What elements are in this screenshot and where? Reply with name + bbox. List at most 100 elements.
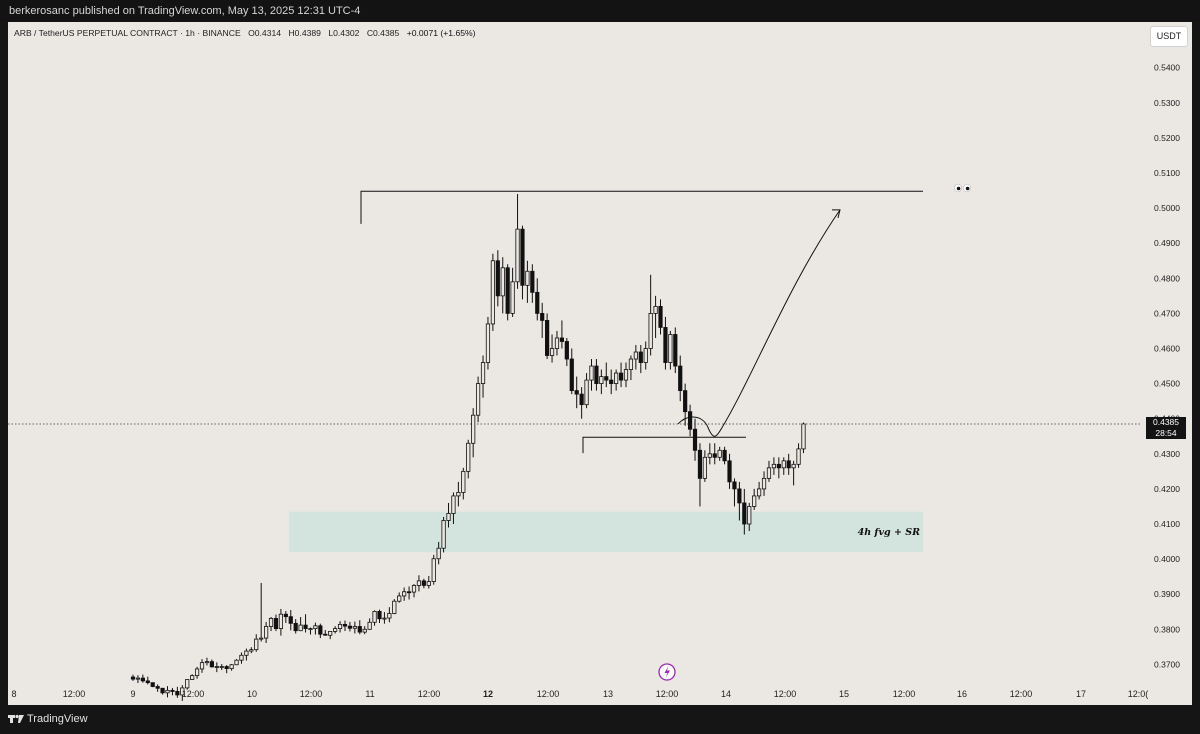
candle — [362, 626, 367, 635]
bullish-candle-body — [268, 618, 274, 627]
candle — [648, 274, 653, 356]
bearish-candle-body — [712, 453, 717, 458]
bullish-candle-body — [475, 383, 481, 416]
price-axis-label: 0.5200 — [1154, 133, 1180, 143]
price-axis-label: 0.4000 — [1154, 554, 1180, 564]
bullish-candle-body — [707, 453, 712, 458]
bearish-candle-body — [786, 460, 791, 469]
bearish-candle-body — [283, 613, 288, 618]
candle — [377, 609, 382, 623]
candle — [214, 662, 219, 673]
candle — [485, 316, 491, 370]
lightning-bolt — [664, 666, 670, 678]
projection-path — [677, 209, 841, 437]
bearish-candle-body — [594, 365, 599, 384]
bullish-candle-body — [135, 677, 141, 680]
price-axis-label: 0.4200 — [1154, 484, 1180, 494]
bullish-candle-body — [766, 467, 772, 479]
candle — [342, 620, 348, 632]
candle — [446, 502, 451, 528]
time-axis-label: 10 — [247, 689, 257, 699]
price-axis-label: 0.4500 — [1154, 379, 1180, 389]
bearish-candle-body — [687, 411, 693, 430]
candle — [264, 621, 269, 643]
candle — [254, 634, 259, 652]
bullish-candle-body — [441, 520, 446, 549]
bearish-candle-body — [150, 682, 155, 687]
candle — [781, 457, 786, 475]
bullish-candle-body — [411, 585, 417, 593]
candle — [416, 575, 422, 592]
candle — [722, 446, 727, 465]
bullish-candle-body — [397, 595, 402, 602]
currency-button[interactable]: USDT — [1150, 26, 1188, 47]
bullish-candle-body — [387, 613, 392, 619]
bullish-candle-body — [771, 463, 777, 469]
candle — [510, 267, 515, 317]
bullish-candle-body — [717, 449, 722, 458]
brand-label: TradingView — [27, 713, 88, 725]
time-axis-label: 16 — [957, 689, 967, 699]
candle — [293, 619, 298, 634]
candle — [268, 617, 274, 632]
time-axis-label: 12:00 — [418, 689, 441, 699]
candle — [466, 439, 471, 479]
lightning-event-icon[interactable] — [658, 663, 676, 681]
price-axis-label: 0.5400 — [1154, 63, 1180, 73]
candle — [549, 334, 555, 363]
bullish-candle-body — [515, 228, 520, 283]
tradingview-brand[interactable]: TradingView — [8, 713, 88, 725]
candle — [757, 481, 762, 500]
tradingview-logo-icon — [8, 714, 24, 724]
candle — [165, 686, 170, 698]
candle — [535, 278, 540, 321]
candle — [594, 359, 599, 391]
bullish-candle-body — [214, 666, 219, 668]
bearish-candle-body — [530, 270, 535, 293]
bullish-candle-body — [801, 423, 806, 450]
candle — [185, 679, 190, 690]
candle — [707, 443, 712, 465]
bearish-candle-body — [564, 341, 569, 360]
bearish-candle-body — [609, 379, 614, 384]
candle — [643, 341, 648, 370]
bullish-candle-body — [480, 362, 486, 385]
bearish-candle-body — [579, 393, 584, 406]
bullish-candle-body — [525, 270, 530, 286]
time-axis-label: 12:00 — [63, 689, 86, 699]
candle — [653, 295, 658, 338]
bearish-candle-body — [406, 591, 412, 594]
bearish-candle-body — [421, 580, 426, 586]
candle — [505, 264, 510, 321]
bullish-candle-body — [510, 281, 515, 314]
symbol-title[interactable]: ARB / TetherUS PERPETUAL CONTRACT · 1h ·… — [14, 28, 241, 38]
candle — [668, 330, 673, 370]
bullish-candle-body — [402, 591, 407, 597]
bullish-candle-body — [234, 659, 239, 666]
candle — [333, 626, 338, 634]
bullish-candle-body — [416, 580, 422, 586]
candle — [219, 664, 224, 671]
fvg-support-zone — [289, 511, 923, 553]
price-chart[interactable]: 4h fvg + SR 0.5400 0.5300 0.5200 0.5100 0.50… — [8, 22, 1192, 705]
bullish-candle-body — [471, 414, 476, 444]
time-axis-label: 12:00 — [893, 689, 916, 699]
price-axis-label: 0.3900 — [1154, 589, 1180, 599]
bullish-candle-body — [628, 358, 634, 370]
bullish-candle-body — [165, 689, 170, 694]
candle — [130, 674, 136, 681]
chart-frame[interactable]: 4h fvg + SR 0.5400 0.5300 0.5200 0.5100 0.50… — [8, 22, 1192, 705]
candle — [471, 408, 476, 458]
bearish-candle-body — [318, 625, 323, 635]
candle — [791, 460, 796, 486]
candle — [638, 344, 643, 374]
bearish-candle-body — [323, 633, 328, 636]
bullish-candle-body — [752, 495, 757, 507]
bearish-candle-body — [293, 622, 298, 632]
bullish-candle-body — [244, 650, 249, 656]
candle — [490, 253, 495, 331]
time-axis-label: 12:00 — [182, 689, 205, 699]
bearish-candle-body — [155, 686, 160, 689]
candle — [752, 488, 757, 510]
bullish-candle-body — [466, 442, 471, 472]
